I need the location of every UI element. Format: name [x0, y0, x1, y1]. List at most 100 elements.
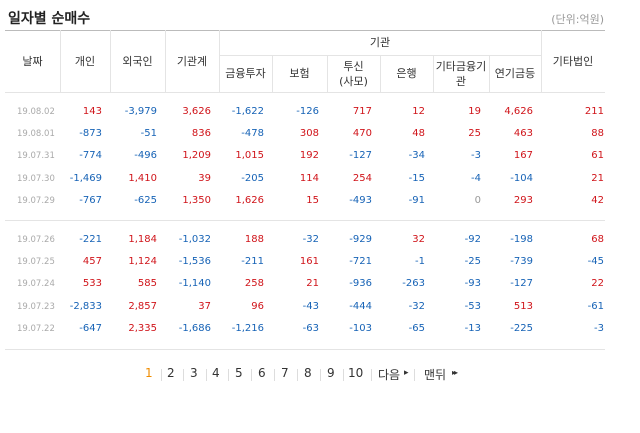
value-cell: 293 [513, 194, 533, 206]
table-top-border [5, 30, 605, 31]
page-link[interactable]: 10 [348, 366, 364, 380]
column-header: 보험 [289, 67, 310, 80]
header-divider [272, 55, 273, 92]
header-divider [165, 30, 166, 92]
group-separator [5, 220, 605, 221]
value-cell: 457 [82, 256, 102, 268]
value-cell: -1,622 [231, 106, 264, 117]
last-arrow: ▸▸ [452, 368, 458, 377]
page-link[interactable]: 4 [212, 366, 220, 380]
value-cell: -496 [134, 150, 157, 162]
value-cell: -225 [510, 322, 533, 334]
page-separator [297, 369, 298, 381]
date-cell: 19.07.24 [17, 279, 55, 290]
page-link[interactable]: 5 [235, 366, 243, 380]
value-cell: -478 [241, 128, 264, 140]
value-cell: -647 [79, 322, 102, 334]
value-cell: -1,469 [69, 172, 102, 184]
header-divider [60, 30, 61, 92]
date-cell: 19.07.29 [17, 195, 55, 206]
value-cell: -3,979 [124, 106, 157, 117]
page-link[interactable]: 1 [145, 366, 153, 380]
value-cell: -53 [464, 300, 481, 312]
value-cell: 61 [591, 150, 604, 162]
value-cell: -63 [302, 322, 319, 334]
value-cell: -929 [349, 234, 372, 245]
value-cell: -198 [510, 234, 533, 245]
value-cell: -61 [587, 300, 604, 312]
page-link[interactable]: 3 [190, 366, 198, 380]
value-cell: 15 [306, 194, 319, 206]
value-cell: 19 [468, 106, 481, 117]
title: 일자별 순매수 [8, 11, 91, 27]
header-divider [433, 55, 434, 92]
value-cell: -625 [134, 194, 157, 206]
page-link[interactable]: 6 [258, 366, 266, 380]
value-cell: 513 [513, 300, 533, 312]
value-cell: 2,335 [128, 322, 157, 334]
page-link[interactable]: 9 [327, 366, 335, 380]
next-link[interactable]: 다음 [378, 368, 401, 382]
value-cell: 1,015 [235, 150, 264, 162]
next-arrow: ▸ [404, 368, 409, 378]
value-cell: -873 [79, 128, 102, 140]
page-link[interactable]: 8 [304, 366, 312, 380]
value-cell: -493 [349, 194, 372, 206]
value-cell: -103 [349, 322, 372, 334]
value-cell: 254 [352, 172, 372, 184]
column-header: 기관계 [176, 54, 208, 68]
date-cell: 19.08.01 [17, 129, 55, 140]
value-cell: -3 [594, 322, 604, 334]
page-separator [371, 369, 372, 381]
value-cell: 717 [352, 106, 372, 117]
value-cell: -1,536 [178, 256, 211, 268]
column-header: 투신 (사모) [339, 59, 368, 88]
value-cell: -774 [79, 150, 102, 162]
last-link[interactable]: 맨뒤 [424, 368, 447, 382]
page-separator [228, 369, 229, 381]
value-cell: -34 [408, 150, 425, 162]
value-cell: 258 [244, 278, 264, 290]
value-cell: 192 [299, 150, 319, 162]
value-cell: 88 [591, 128, 604, 140]
value-cell: 37 [198, 300, 211, 312]
page-link[interactable]: 2 [167, 366, 175, 380]
value-cell: -767 [79, 194, 102, 206]
value-cell: -51 [140, 128, 157, 140]
value-cell: 25 [468, 128, 481, 140]
page-separator [320, 369, 321, 381]
value-cell: 1,124 [128, 256, 157, 268]
value-cell: -32 [302, 234, 319, 245]
value-cell: -1 [415, 256, 425, 268]
date-cell: 19.07.22 [17, 323, 55, 334]
date-cell: 19.08.02 [17, 107, 55, 117]
value-cell: 21 [306, 278, 319, 290]
value-cell: 22 [591, 278, 604, 290]
value-cell: 463 [513, 128, 533, 140]
value-cell: -263 [402, 278, 425, 290]
header-divider [110, 30, 111, 92]
value-cell: -3 [471, 150, 481, 162]
value-cell: -444 [349, 300, 372, 312]
value-cell: -32 [408, 300, 425, 312]
value-cell: -13 [464, 322, 481, 334]
header-divider [327, 55, 328, 92]
page-separator [343, 369, 344, 381]
value-cell: 114 [299, 172, 319, 184]
page-separator [206, 369, 207, 381]
value-cell: -205 [241, 172, 264, 184]
value-cell: 1,209 [182, 150, 211, 162]
value-cell: -1,140 [178, 278, 211, 290]
group-header: 기관 [369, 36, 391, 49]
value-cell: 470 [352, 128, 372, 140]
value-cell: -104 [510, 172, 533, 184]
value-cell: 42 [591, 194, 604, 206]
value-cell: -127 [510, 278, 533, 290]
page-link[interactable]: 7 [281, 366, 289, 380]
value-cell: 21 [591, 172, 604, 184]
value-cell: 143 [82, 106, 102, 117]
value-cell: -93 [464, 278, 481, 290]
date-cell: 19.07.25 [17, 257, 55, 268]
value-cell: -25 [464, 256, 481, 268]
